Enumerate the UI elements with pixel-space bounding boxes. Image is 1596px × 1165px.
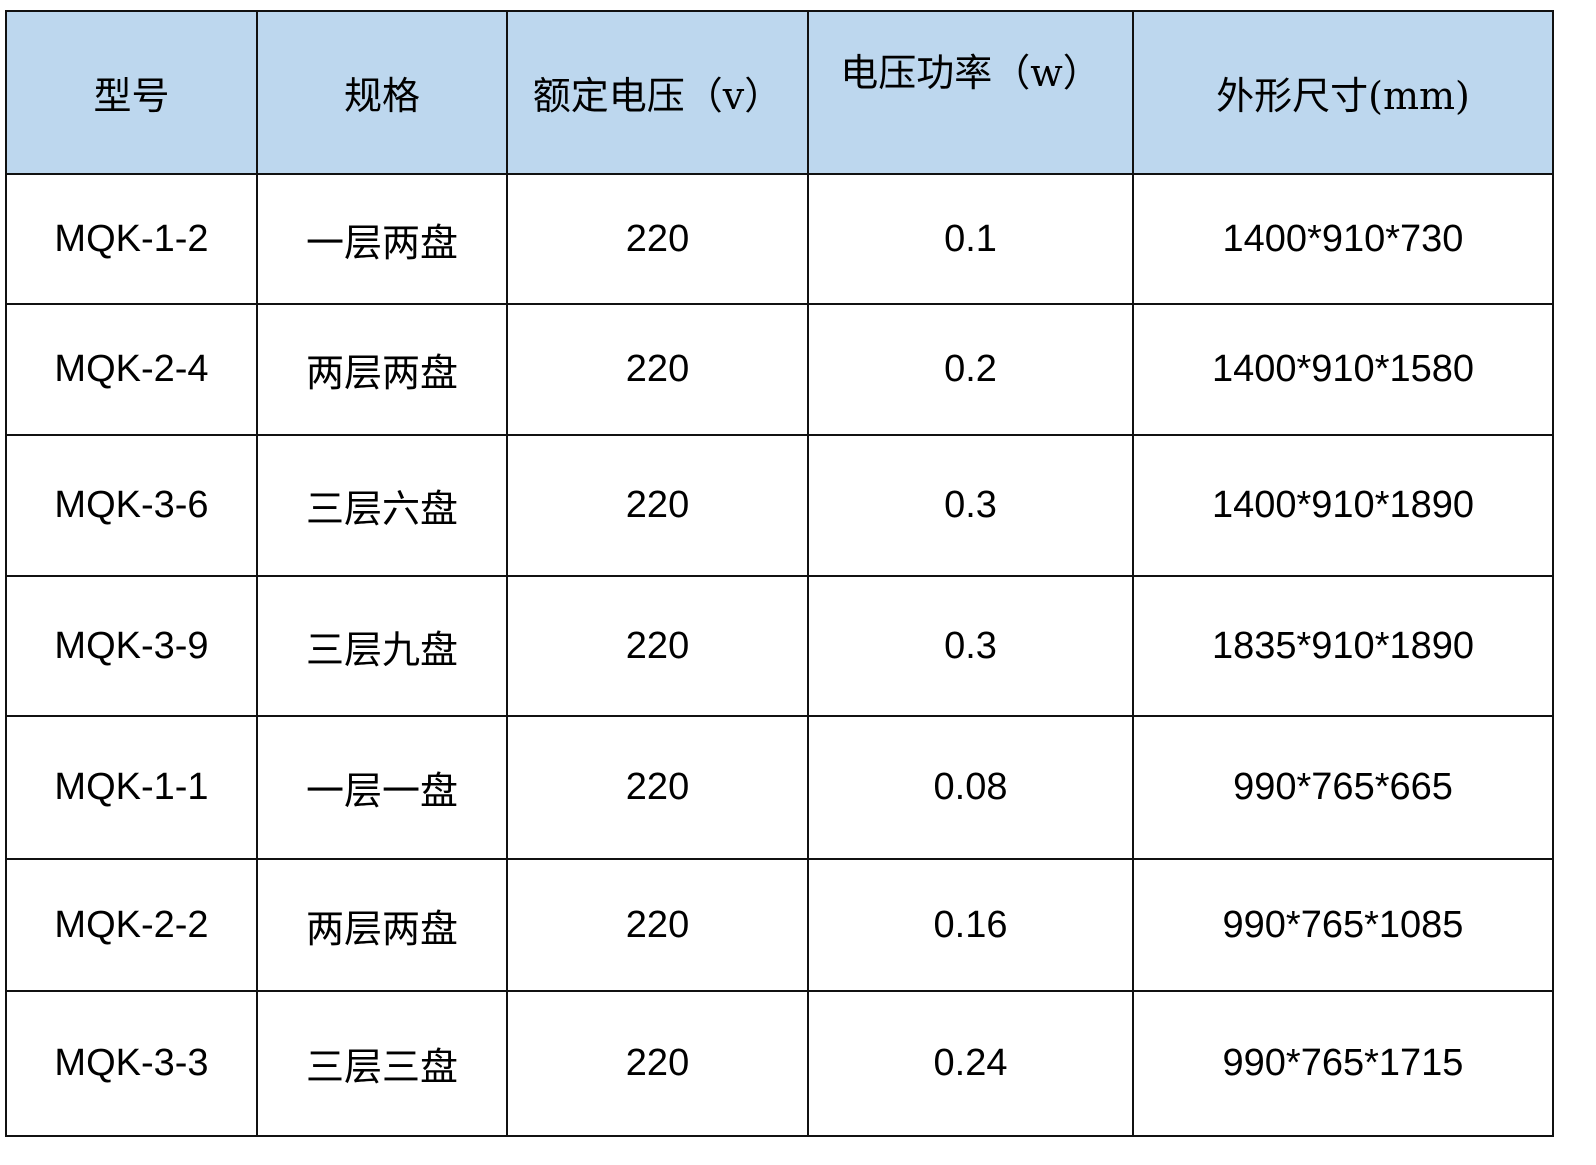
table-row: MQK-1-1 一层一盘 220 0.08 990*765*665 [5,715,1554,860]
cell-spec: 两层两盘 [256,858,508,992]
header-spec: 规格 [256,10,508,175]
cell-spec: 三层六盘 [256,434,508,577]
cell-dimensions: 1400*910*1890 [1132,434,1554,577]
cell-dimensions: 990*765*1085 [1132,858,1554,992]
cell-dimensions: 990*765*1715 [1132,990,1554,1137]
cell-power: 0.24 [807,990,1134,1137]
cell-power: 0.2 [807,303,1134,436]
cell-model: MQK-1-2 [5,173,258,305]
cell-model: MQK-3-3 [5,990,258,1137]
cell-voltage: 220 [506,434,809,577]
cell-voltage: 220 [506,575,809,717]
cell-spec: 三层三盘 [256,990,508,1137]
table-row: MQK-1-2 一层两盘 220 0.1 1400*910*730 [5,173,1554,305]
cell-spec: 一层一盘 [256,715,508,860]
cell-voltage: 220 [506,715,809,860]
cell-power: 0.16 [807,858,1134,992]
cell-dimensions: 1400*910*1580 [1132,303,1554,436]
table-row: MQK-3-9 三层九盘 220 0.3 1835*910*1890 [5,575,1554,717]
cell-model: MQK-1-1 [5,715,258,860]
cell-power: 0.1 [807,173,1134,305]
cell-voltage: 220 [506,303,809,436]
cell-dimensions: 1400*910*730 [1132,173,1554,305]
spec-table: 型号 规格 额定电压（v） 电压功率（w） 外形尺寸(mm) MQK-1-2 一层… [5,10,1554,1137]
cell-dimensions: 1835*910*1890 [1132,575,1554,717]
cell-voltage: 220 [506,173,809,305]
cell-model: MQK-3-9 [5,575,258,717]
header-model: 型号 [5,10,258,175]
cell-spec: 两层两盘 [256,303,508,436]
cell-spec: 一层两盘 [256,173,508,305]
cell-model: MQK-3-6 [5,434,258,577]
table-row: MQK-3-3 三层三盘 220 0.24 990*765*1715 [5,990,1554,1137]
cell-model: MQK-2-2 [5,858,258,992]
header-row: 型号 规格 额定电压（v） 电压功率（w） 外形尺寸(mm) [5,10,1554,175]
cell-power: 0.3 [807,434,1134,577]
header-dimensions: 外形尺寸(mm) [1132,10,1554,175]
header-power: 电压功率（w） [807,10,1134,175]
table-row: MQK-2-4 两层两盘 220 0.2 1400*910*1580 [5,303,1554,436]
cell-voltage: 220 [506,990,809,1137]
cell-power: 0.3 [807,575,1134,717]
table-row: MQK-2-2 两层两盘 220 0.16 990*765*1085 [5,858,1554,992]
cell-dimensions: 990*765*665 [1132,715,1554,860]
cell-voltage: 220 [506,858,809,992]
cell-spec: 三层九盘 [256,575,508,717]
table-row: MQK-3-6 三层六盘 220 0.3 1400*910*1890 [5,434,1554,577]
cell-power: 0.08 [807,715,1134,860]
header-voltage: 额定电压（v） [506,10,809,175]
cell-model: MQK-2-4 [5,303,258,436]
